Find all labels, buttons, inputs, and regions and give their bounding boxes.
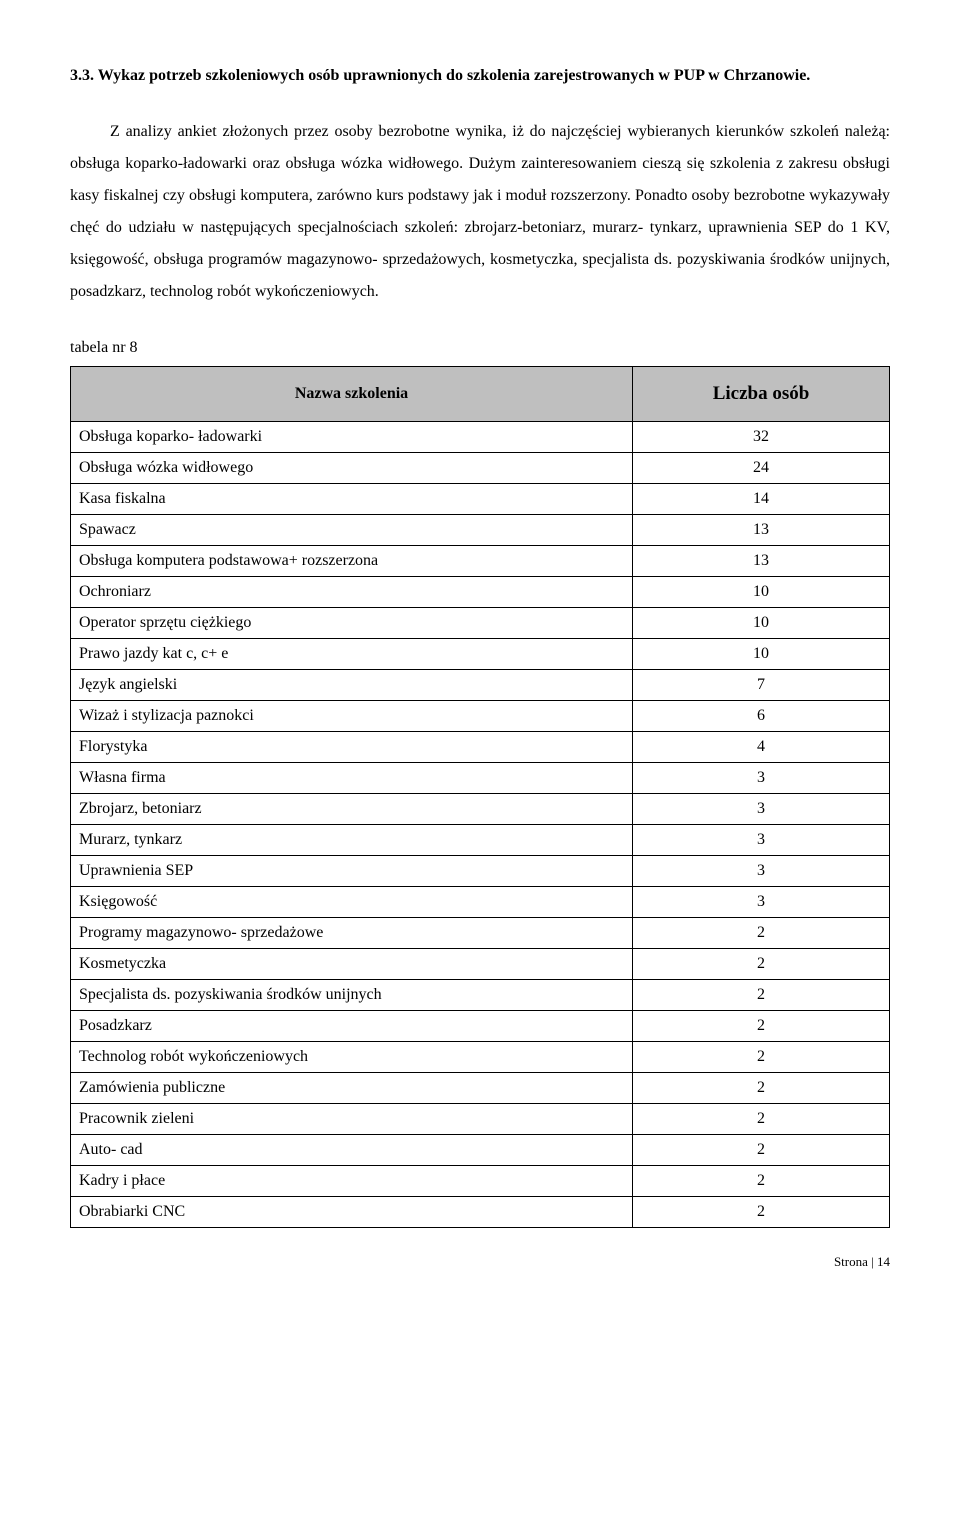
training-count-cell: 2 <box>633 949 890 980</box>
training-name-cell: Kasa fiskalna <box>71 484 633 515</box>
training-name-cell: Obsługa komputera podstawowa+ rozszerzon… <box>71 546 633 577</box>
table-header-row: Nazwa szkolenia Liczba osób <box>71 367 890 422</box>
training-count-cell: 2 <box>633 918 890 949</box>
table-row: Programy magazynowo- sprzedażowe2 <box>71 918 890 949</box>
body-paragraph: Z analizy ankiet złożonych przez osoby b… <box>70 116 890 308</box>
training-count-cell: 2 <box>633 1197 890 1228</box>
table-row: Posadzkarz2 <box>71 1011 890 1042</box>
table-row: Pracownik zieleni2 <box>71 1104 890 1135</box>
training-name-cell: Księgowość <box>71 887 633 918</box>
training-count-cell: 2 <box>633 1011 890 1042</box>
training-name-cell: Obsługa koparko- ładowarki <box>71 422 633 453</box>
training-name-cell: Obsługa wózka widłowego <box>71 453 633 484</box>
table-row: Kosmetyczka2 <box>71 949 890 980</box>
training-count-cell: 14 <box>633 484 890 515</box>
table-row: Florystyka4 <box>71 732 890 763</box>
training-name-cell: Kadry i płace <box>71 1166 633 1197</box>
table-row: Księgowość3 <box>71 887 890 918</box>
training-name-cell: Specjalista ds. pozyskiwania środków uni… <box>71 980 633 1011</box>
training-count-cell: 2 <box>633 1104 890 1135</box>
table-label: tabela nr 8 <box>70 336 890 360</box>
table-row: Auto- cad2 <box>71 1135 890 1166</box>
table-row: Kadry i płace2 <box>71 1166 890 1197</box>
training-name-cell: Operator sprzętu ciężkiego <box>71 608 633 639</box>
training-count-cell: 4 <box>633 732 890 763</box>
training-count-cell: 2 <box>633 1073 890 1104</box>
training-count-cell: 10 <box>633 639 890 670</box>
table-row: Obsługa wózka widłowego24 <box>71 453 890 484</box>
table-row: Wizaż i stylizacja paznokci6 <box>71 701 890 732</box>
training-name-cell: Uprawnienia SEP <box>71 856 633 887</box>
training-name-cell: Posadzkarz <box>71 1011 633 1042</box>
training-count-cell: 10 <box>633 608 890 639</box>
table-row: Operator sprzętu ciężkiego10 <box>71 608 890 639</box>
training-count-cell: 10 <box>633 577 890 608</box>
training-name-cell: Prawo jazdy kat c, c+ e <box>71 639 633 670</box>
training-count-cell: 13 <box>633 515 890 546</box>
header-count: Liczba osób <box>633 367 890 422</box>
table-row: Obsługa koparko- ładowarki32 <box>71 422 890 453</box>
table-row: Obrabiarki CNC2 <box>71 1197 890 1228</box>
table-row: Kasa fiskalna14 <box>71 484 890 515</box>
training-name-cell: Spawacz <box>71 515 633 546</box>
table-row: Spawacz13 <box>71 515 890 546</box>
training-name-cell: Język angielski <box>71 670 633 701</box>
training-name-cell: Murarz, tynkarz <box>71 825 633 856</box>
training-count-cell: 3 <box>633 825 890 856</box>
training-count-cell: 32 <box>633 422 890 453</box>
training-count-cell: 2 <box>633 980 890 1011</box>
training-count-cell: 3 <box>633 763 890 794</box>
training-count-cell: 13 <box>633 546 890 577</box>
table-row: Język angielski7 <box>71 670 890 701</box>
table-row: Własna firma3 <box>71 763 890 794</box>
training-count-cell: 3 <box>633 794 890 825</box>
training-table: Nazwa szkolenia Liczba osób Obsługa kopa… <box>70 366 890 1228</box>
section-heading: 3.3. Wykaz potrzeb szkoleniowych osób up… <box>70 60 890 92</box>
training-name-cell: Technolog robót wykończeniowych <box>71 1042 633 1073</box>
table-row: Technolog robót wykończeniowych2 <box>71 1042 890 1073</box>
training-count-cell: 24 <box>633 453 890 484</box>
training-name-cell: Pracownik zieleni <box>71 1104 633 1135</box>
page-footer: Strona | 14 <box>70 1252 890 1272</box>
training-name-cell: Własna firma <box>71 763 633 794</box>
training-count-cell: 7 <box>633 670 890 701</box>
table-row: Prawo jazdy kat c, c+ e10 <box>71 639 890 670</box>
header-name: Nazwa szkolenia <box>71 367 633 422</box>
table-row: Obsługa komputera podstawowa+ rozszerzon… <box>71 546 890 577</box>
training-count-cell: 2 <box>633 1166 890 1197</box>
table-row: Ochroniarz10 <box>71 577 890 608</box>
training-name-cell: Kosmetyczka <box>71 949 633 980</box>
training-name-cell: Ochroniarz <box>71 577 633 608</box>
training-count-cell: 3 <box>633 887 890 918</box>
table-row: Zamówienia publiczne2 <box>71 1073 890 1104</box>
table-row: Uprawnienia SEP3 <box>71 856 890 887</box>
training-name-cell: Zbrojarz, betoniarz <box>71 794 633 825</box>
training-name-cell: Auto- cad <box>71 1135 633 1166</box>
training-count-cell: 2 <box>633 1042 890 1073</box>
table-row: Zbrojarz, betoniarz3 <box>71 794 890 825</box>
training-count-cell: 6 <box>633 701 890 732</box>
training-count-cell: 2 <box>633 1135 890 1166</box>
training-name-cell: Zamówienia publiczne <box>71 1073 633 1104</box>
training-name-cell: Programy magazynowo- sprzedażowe <box>71 918 633 949</box>
table-row: Specjalista ds. pozyskiwania środków uni… <box>71 980 890 1011</box>
training-name-cell: Obrabiarki CNC <box>71 1197 633 1228</box>
table-row: Murarz, tynkarz3 <box>71 825 890 856</box>
training-name-cell: Wizaż i stylizacja paznokci <box>71 701 633 732</box>
training-name-cell: Florystyka <box>71 732 633 763</box>
training-count-cell: 3 <box>633 856 890 887</box>
